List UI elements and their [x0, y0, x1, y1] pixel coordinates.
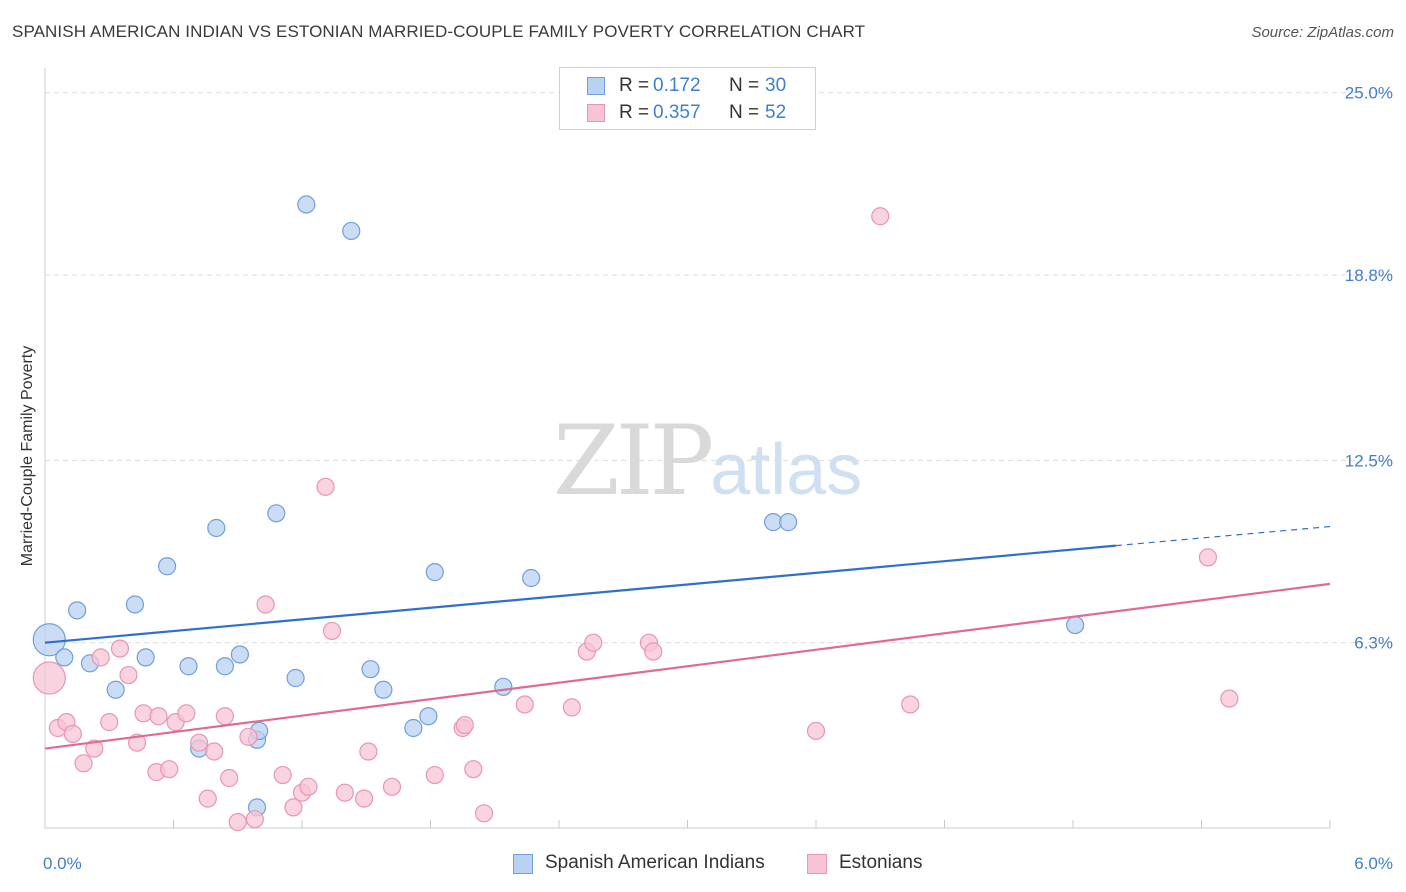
estonians-point	[465, 761, 482, 778]
estonians-point	[1199, 549, 1216, 566]
legend-label: Estonians	[839, 852, 922, 874]
spanish-american-indians-point	[137, 649, 154, 666]
spanish-american-indians-point	[780, 514, 797, 531]
y-tick-label: 12.5%	[1345, 451, 1393, 470]
estonians-point	[229, 814, 246, 831]
estonians-point	[300, 778, 317, 795]
spanish-american-indians-point	[523, 570, 540, 587]
estonians-point	[221, 770, 238, 787]
spanish-american-indians-point	[287, 670, 304, 687]
spanish-american-indians-point	[180, 658, 197, 675]
estonians-point	[563, 699, 580, 716]
estonians-point	[356, 790, 373, 807]
estonians-trendline	[45, 584, 1330, 749]
estonians-point	[426, 767, 443, 784]
estonians-point	[336, 784, 353, 801]
spanish-american-indians-point	[231, 646, 248, 663]
estonians-point	[178, 705, 195, 722]
estonians-point	[92, 649, 109, 666]
spanish-american-indians-trendline	[45, 546, 1116, 643]
estonians-point	[1221, 690, 1238, 707]
spanish-american-indians-point	[107, 681, 124, 698]
legend-r-label: R =	[619, 75, 649, 97]
legend-n-value: 30	[765, 75, 786, 97]
spanish-american-indians-point	[126, 596, 143, 613]
estonians-point	[135, 705, 152, 722]
spanish-american-indians-point	[208, 520, 225, 537]
estonians-point	[645, 643, 662, 660]
legend-swatch-pink	[807, 854, 827, 874]
estonians-point	[75, 755, 92, 772]
estonians-point	[33, 662, 65, 694]
estonians-point	[383, 778, 400, 795]
estonians-point	[161, 761, 178, 778]
estonians-point	[285, 799, 302, 816]
spanish-american-indians-point	[69, 602, 86, 619]
spanish-american-indians-point	[159, 558, 176, 575]
estonians-point	[456, 717, 473, 734]
legend-n-value: 52	[765, 102, 786, 124]
estonians-point	[476, 805, 493, 822]
legend-r-value: 0.172	[653, 75, 701, 97]
y-tick-label: 6.3%	[1354, 634, 1393, 653]
estonians-point	[585, 634, 602, 651]
legend-label: Spanish American Indians	[545, 852, 765, 874]
estonians-point	[257, 596, 274, 613]
estonians-point	[872, 208, 889, 225]
spanish-american-indians-point	[375, 681, 392, 698]
spanish-american-indians-point	[343, 222, 360, 239]
y-tick-label: 18.8%	[1345, 266, 1393, 285]
legend-n-label: N =	[729, 102, 759, 124]
spanish-american-indians-point	[268, 505, 285, 522]
legend-swatch-blue	[587, 77, 605, 95]
spanish-american-indians-point	[405, 720, 422, 737]
spanish-american-indians-trendline-extension	[1116, 527, 1330, 546]
legend-swatch-blue	[513, 854, 533, 874]
estonians-point	[323, 622, 340, 639]
estonians-point	[240, 728, 257, 745]
estonians-point	[274, 767, 291, 784]
spanish-american-indians-point	[56, 649, 73, 666]
estonians-point	[902, 696, 919, 713]
spanish-american-indians-point	[495, 678, 512, 695]
estonians-point	[206, 743, 223, 760]
estonians-point	[808, 722, 825, 739]
estonians-point	[199, 790, 216, 807]
legend-swatch-pink	[587, 104, 605, 122]
estonians-point	[150, 708, 167, 725]
estonians-point	[317, 478, 334, 495]
legend-r-value: 0.357	[653, 102, 701, 124]
estonians-point	[216, 708, 233, 725]
legend-r-label: R =	[619, 102, 649, 124]
y-tick-label: 25.0%	[1345, 84, 1393, 103]
stats-legend: R = 0.172 N = 30 R = 0.357 N = 52	[559, 67, 816, 130]
series-legend: Spanish American Indians Estonians	[0, 852, 1406, 878]
spanish-american-indians-point	[216, 658, 233, 675]
estonians-point	[64, 725, 81, 742]
estonians-point	[246, 811, 263, 828]
spanish-american-indians-point	[362, 661, 379, 678]
spanish-american-indians-point	[1067, 617, 1084, 634]
spanish-american-indians-point	[298, 196, 315, 213]
estonians-point	[191, 734, 208, 751]
scatter-plot: 6.3%12.5%18.8%25.0%0.0% 6.0%	[0, 0, 1406, 892]
estonians-point	[111, 640, 128, 657]
estonians-point	[120, 667, 137, 684]
estonians-point	[360, 743, 377, 760]
legend-n-label: N =	[729, 75, 759, 97]
spanish-american-indians-point	[426, 564, 443, 581]
estonians-point	[101, 714, 118, 731]
estonians-point	[516, 696, 533, 713]
spanish-american-indians-point	[420, 708, 437, 725]
